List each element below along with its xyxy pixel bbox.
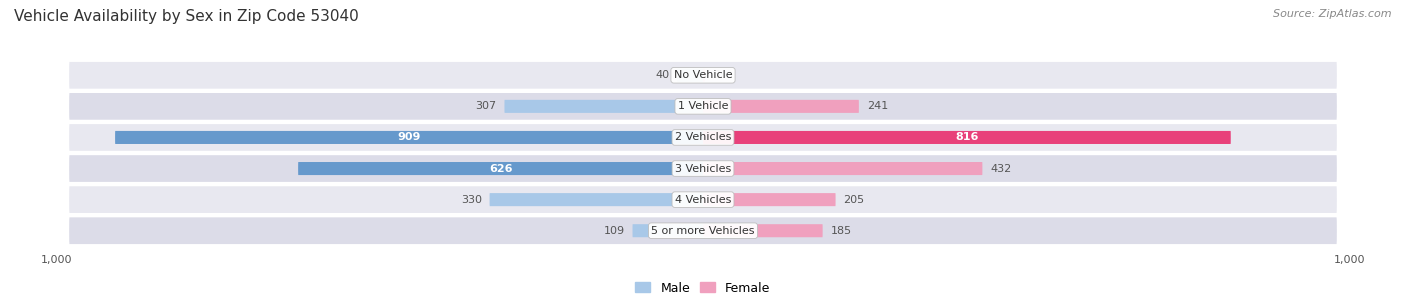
Text: 816: 816 [955,132,979,143]
Text: 432: 432 [990,163,1011,174]
Text: 1 Vehicle: 1 Vehicle [678,101,728,111]
FancyBboxPatch shape [489,193,703,206]
Text: 40: 40 [655,70,669,80]
FancyBboxPatch shape [69,93,1337,120]
Text: No Vehicle: No Vehicle [673,70,733,80]
FancyBboxPatch shape [69,124,1337,151]
Text: 109: 109 [603,226,624,236]
FancyBboxPatch shape [633,224,703,237]
FancyBboxPatch shape [703,193,835,206]
Text: 241: 241 [866,101,887,111]
FancyBboxPatch shape [703,131,1230,144]
Text: Vehicle Availability by Sex in Zip Code 53040: Vehicle Availability by Sex in Zip Code … [14,9,359,24]
Text: 5 or more Vehicles: 5 or more Vehicles [651,226,755,236]
Text: 205: 205 [844,195,865,205]
Text: 2 Vehicles: 2 Vehicles [675,132,731,143]
FancyBboxPatch shape [703,224,823,237]
Text: 307: 307 [475,101,496,111]
Text: Source: ZipAtlas.com: Source: ZipAtlas.com [1274,9,1392,19]
FancyBboxPatch shape [678,69,703,82]
FancyBboxPatch shape [298,162,703,175]
FancyBboxPatch shape [69,217,1337,244]
FancyBboxPatch shape [69,62,1337,89]
Text: 3 Vehicles: 3 Vehicles [675,163,731,174]
Text: 185: 185 [831,226,852,236]
FancyBboxPatch shape [115,131,703,144]
FancyBboxPatch shape [69,155,1337,182]
Text: 3: 3 [713,70,720,80]
FancyBboxPatch shape [69,186,1337,213]
Text: 4 Vehicles: 4 Vehicles [675,195,731,205]
FancyBboxPatch shape [703,69,704,82]
Legend: Male, Female: Male, Female [630,277,776,300]
FancyBboxPatch shape [703,162,983,175]
FancyBboxPatch shape [505,100,703,113]
Text: 626: 626 [489,163,512,174]
FancyBboxPatch shape [703,100,859,113]
Text: 330: 330 [461,195,482,205]
Text: 909: 909 [398,132,420,143]
